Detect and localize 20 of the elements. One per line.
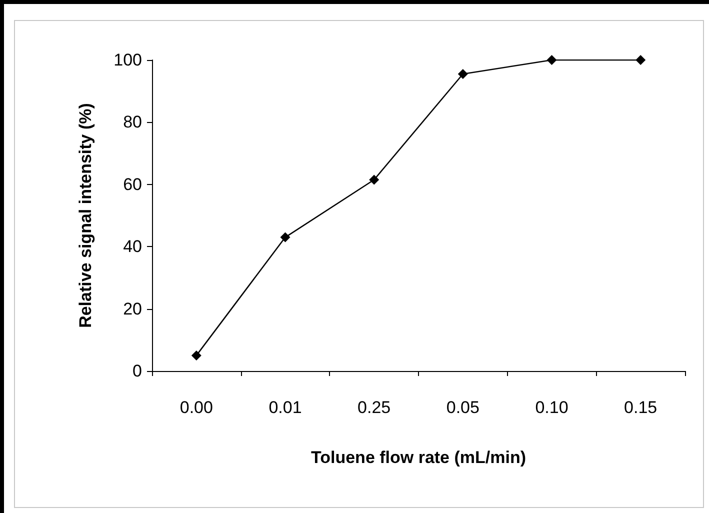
x-tick-label: 0.25	[358, 398, 391, 417]
x-axis-title: Toluene flow rate (mL/min)	[310, 448, 526, 467]
x-tick-label: 0.00	[180, 398, 213, 417]
point	[280, 232, 290, 242]
y-tick-label: 60	[123, 174, 142, 194]
y-tick-label: 100	[114, 50, 142, 70]
y-tick-label: 80	[123, 112, 142, 132]
x-tick-label: 0.01	[268, 398, 302, 417]
x-tick-label: 0.10	[535, 398, 568, 417]
x-tick-label: 0.05	[446, 398, 480, 417]
point	[636, 55, 646, 65]
point	[546, 55, 557, 65]
y-tick-label: 20	[123, 299, 142, 318]
y-tick-label: 40	[123, 237, 142, 256]
y-tick-label: 0	[132, 362, 142, 380]
x-tick-label: 0.15	[624, 398, 658, 417]
y-axis-title: Relative signal intensity (%)	[76, 103, 95, 328]
point	[191, 350, 202, 360]
point	[458, 68, 468, 79]
point	[369, 174, 380, 185]
